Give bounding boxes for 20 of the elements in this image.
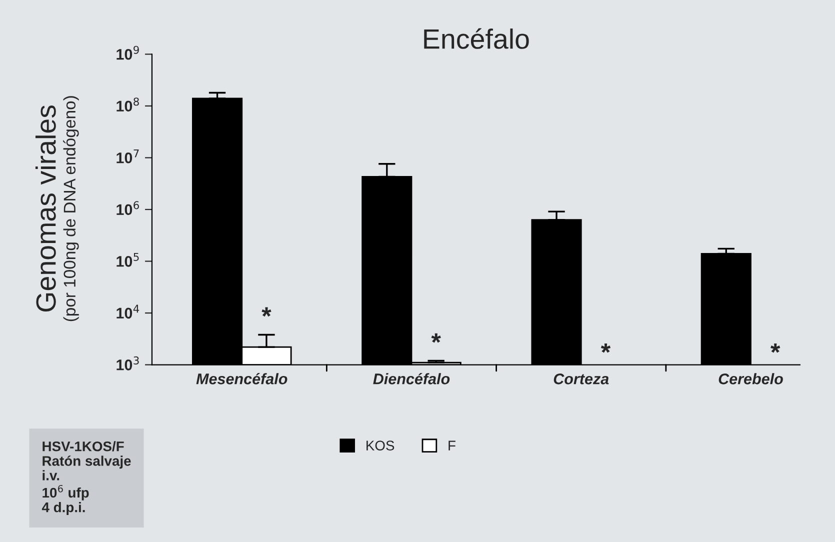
y-tick-label: 10$^{4}$ — [116, 304, 140, 319]
y-tick-label: 10$^{3}$ — [116, 356, 139, 370]
text: HSV-1KOS/F Ratón salvaje i.v. 10$^{6}$ ufp 4 d.p.i. — [42, 441, 131, 515]
legend-label: F — [448, 440, 456, 450]
y-tick-label: 10$^{9}$ — [116, 46, 139, 60]
annotation: * — [262, 307, 272, 317]
x-tick-label: Diencéfalo — [373, 372, 450, 384]
y-tick-label: 10$^{6}$ — [116, 201, 139, 216]
annotation: * — [770, 343, 780, 353]
chart-title: Encéfalo — [424, 28, 529, 49]
y-tick-label: 10$^{7}$ — [116, 150, 139, 164]
y-tick-label: 10$^{8}$ — [116, 98, 139, 112]
x-tick-label: Cerebelo — [718, 373, 783, 384]
y-tick-label: 10$^{5}$ — [116, 253, 139, 267]
y-axis-title: Genomas virales (por 100ng de DNA endógeno) — [35, 96, 79, 322]
x-tick-label: Mesencéfalo — [196, 372, 288, 384]
annotation: * — [600, 343, 611, 353]
legend-label: KOS — [366, 440, 394, 450]
x-tick-label: Corteza — [554, 374, 609, 384]
annotation: * — [431, 333, 441, 343]
